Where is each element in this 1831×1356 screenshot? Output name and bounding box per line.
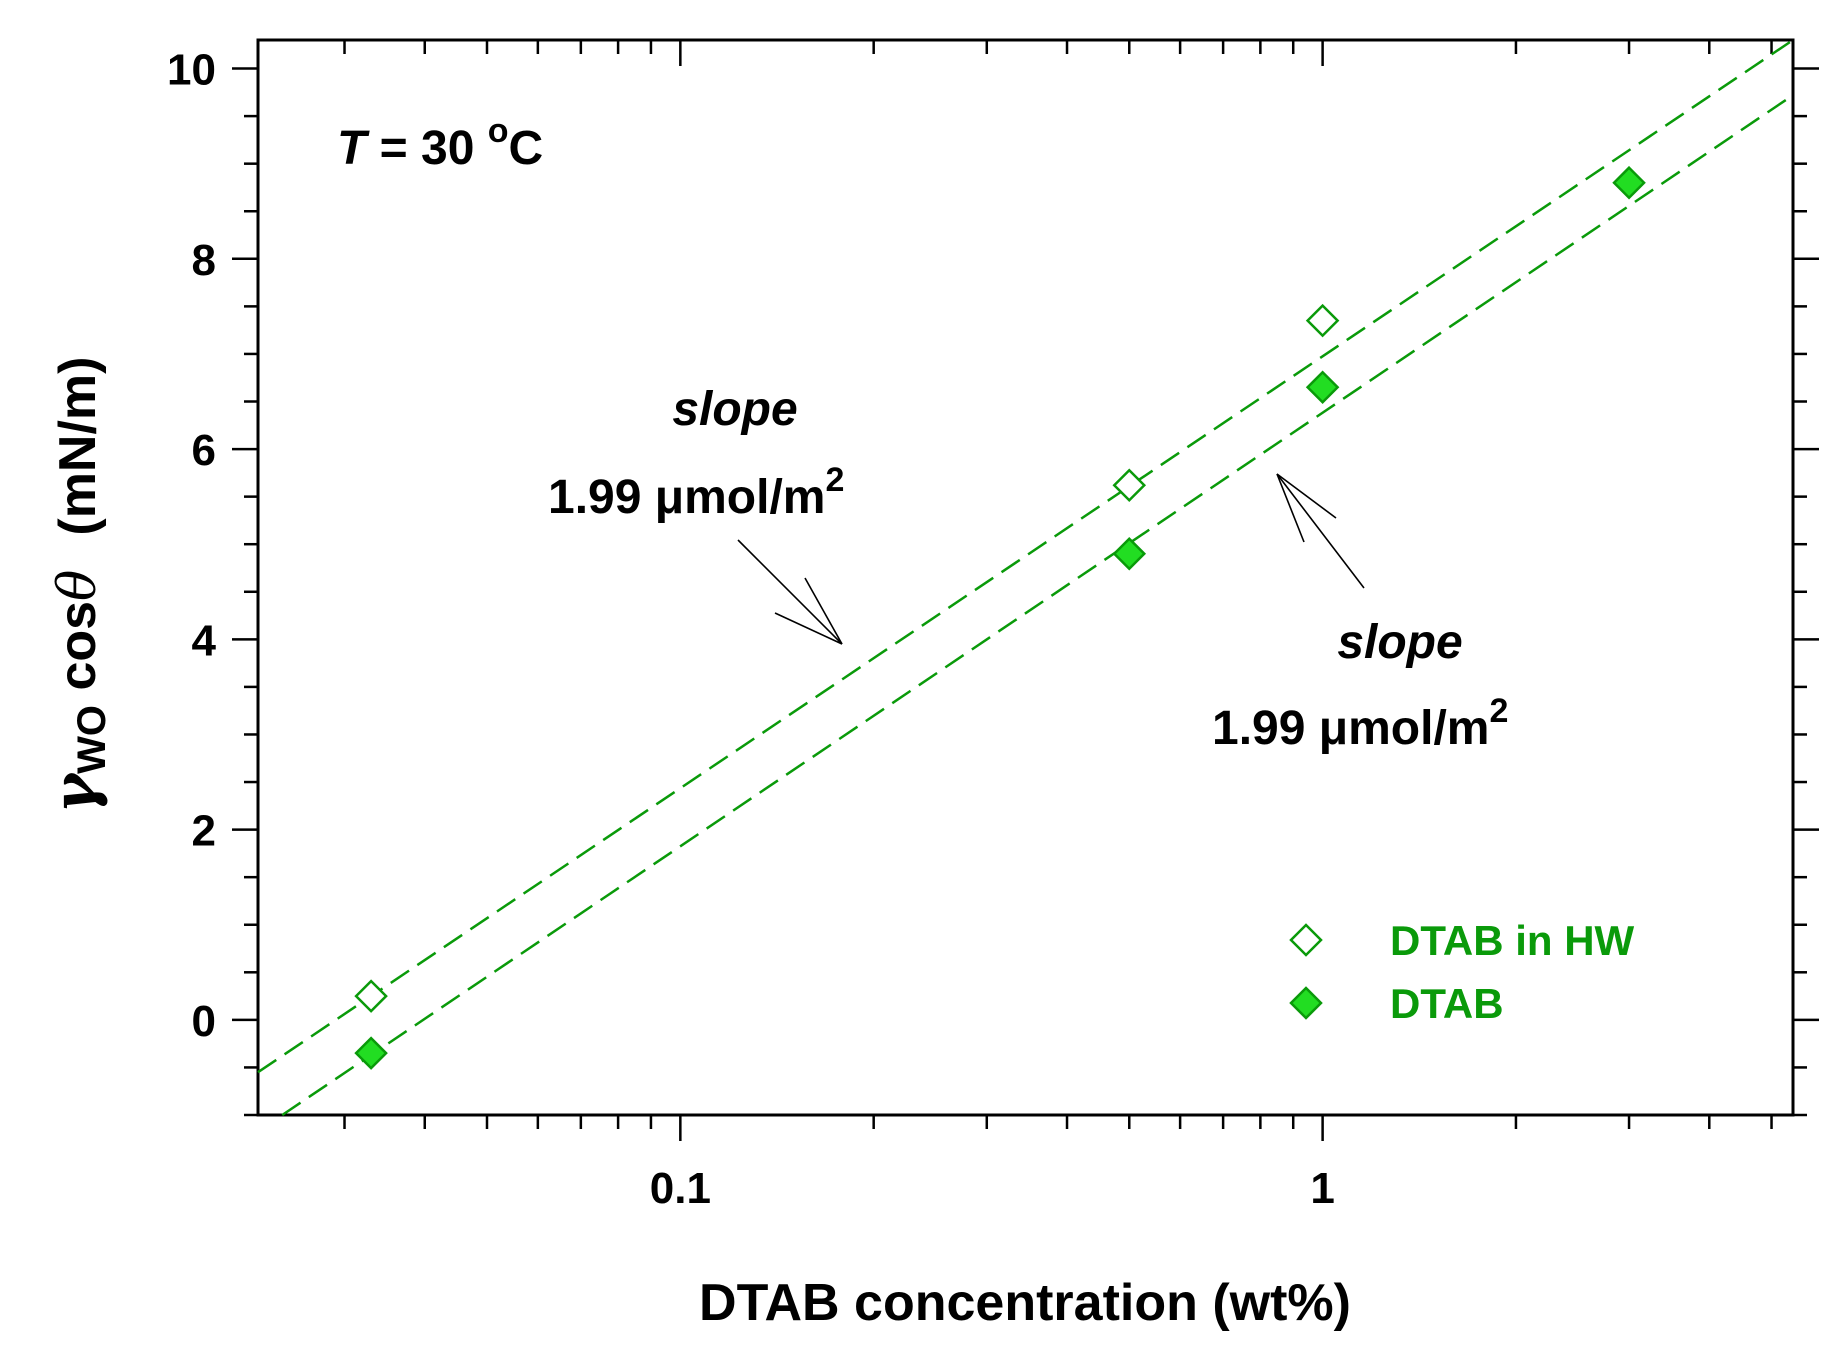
- fit-lines: [257, 38, 1794, 1117]
- legend-marker-filled-diamond: [1289, 986, 1323, 1020]
- x-tick-label: 1: [1310, 1164, 1334, 1213]
- y-tick-label: 8: [192, 236, 216, 285]
- data-points: [354, 165, 1646, 1070]
- legend-label-dtab-in-hw: DTAB in HW: [1390, 917, 1635, 964]
- arrow-upper-head-a: [774, 612, 843, 645]
- slope-annotation-upper-label: slope: [672, 383, 797, 436]
- axis-ticks: [232, 40, 1819, 1141]
- legend: DTAB in HW DTAB: [1289, 917, 1635, 1027]
- x-tick-label: 0.1: [650, 1164, 711, 1213]
- arrow-lower-shaft: [1276, 473, 1365, 589]
- data-point-series-1: [1112, 536, 1147, 571]
- arrow-lower-head-b: [1276, 473, 1305, 543]
- legend-label-dtab: DTAB: [1390, 980, 1504, 1027]
- slope-annotation-lower-label: slope: [1337, 616, 1462, 669]
- y-tick-label: 4: [192, 616, 217, 665]
- annotation-arrows: [737, 473, 1365, 645]
- plot-frame: [256, 38, 1795, 1117]
- legend-marker-open-diamond: [1289, 923, 1323, 957]
- arrow-upper-shaft: [737, 539, 843, 645]
- y-tick-label: 0: [192, 997, 216, 1046]
- slope-annotation-lower-value: 1.99 μmol/m2: [1212, 692, 1508, 755]
- y-axis-title: γWO cosθ(mN/m): [40, 357, 114, 814]
- y-tick-label: 2: [192, 807, 216, 856]
- data-point-series-1: [1612, 165, 1646, 200]
- fit-line-series-1: [281, 94, 1794, 1117]
- data-point-series-1: [1305, 370, 1340, 405]
- data-point-series-0: [1112, 468, 1147, 502]
- data-point-series-1: [354, 1036, 388, 1070]
- fit-line-series-0: [257, 38, 1794, 1074]
- arrow-lower-head-a: [1276, 473, 1337, 519]
- temperature-label: T = 30 oC: [337, 112, 543, 175]
- x-axis-title: DTAB concentration (wt%): [699, 1274, 1351, 1332]
- data-point-series-0: [354, 979, 388, 1013]
- y-tick-label: 6: [192, 426, 216, 475]
- y-tick-label: 10: [167, 46, 216, 95]
- arrow-upper-head-b: [804, 577, 843, 645]
- slope-annotation-upper-value: 1.99 μmol/m2: [548, 461, 844, 524]
- data-point-series-0: [1305, 303, 1340, 338]
